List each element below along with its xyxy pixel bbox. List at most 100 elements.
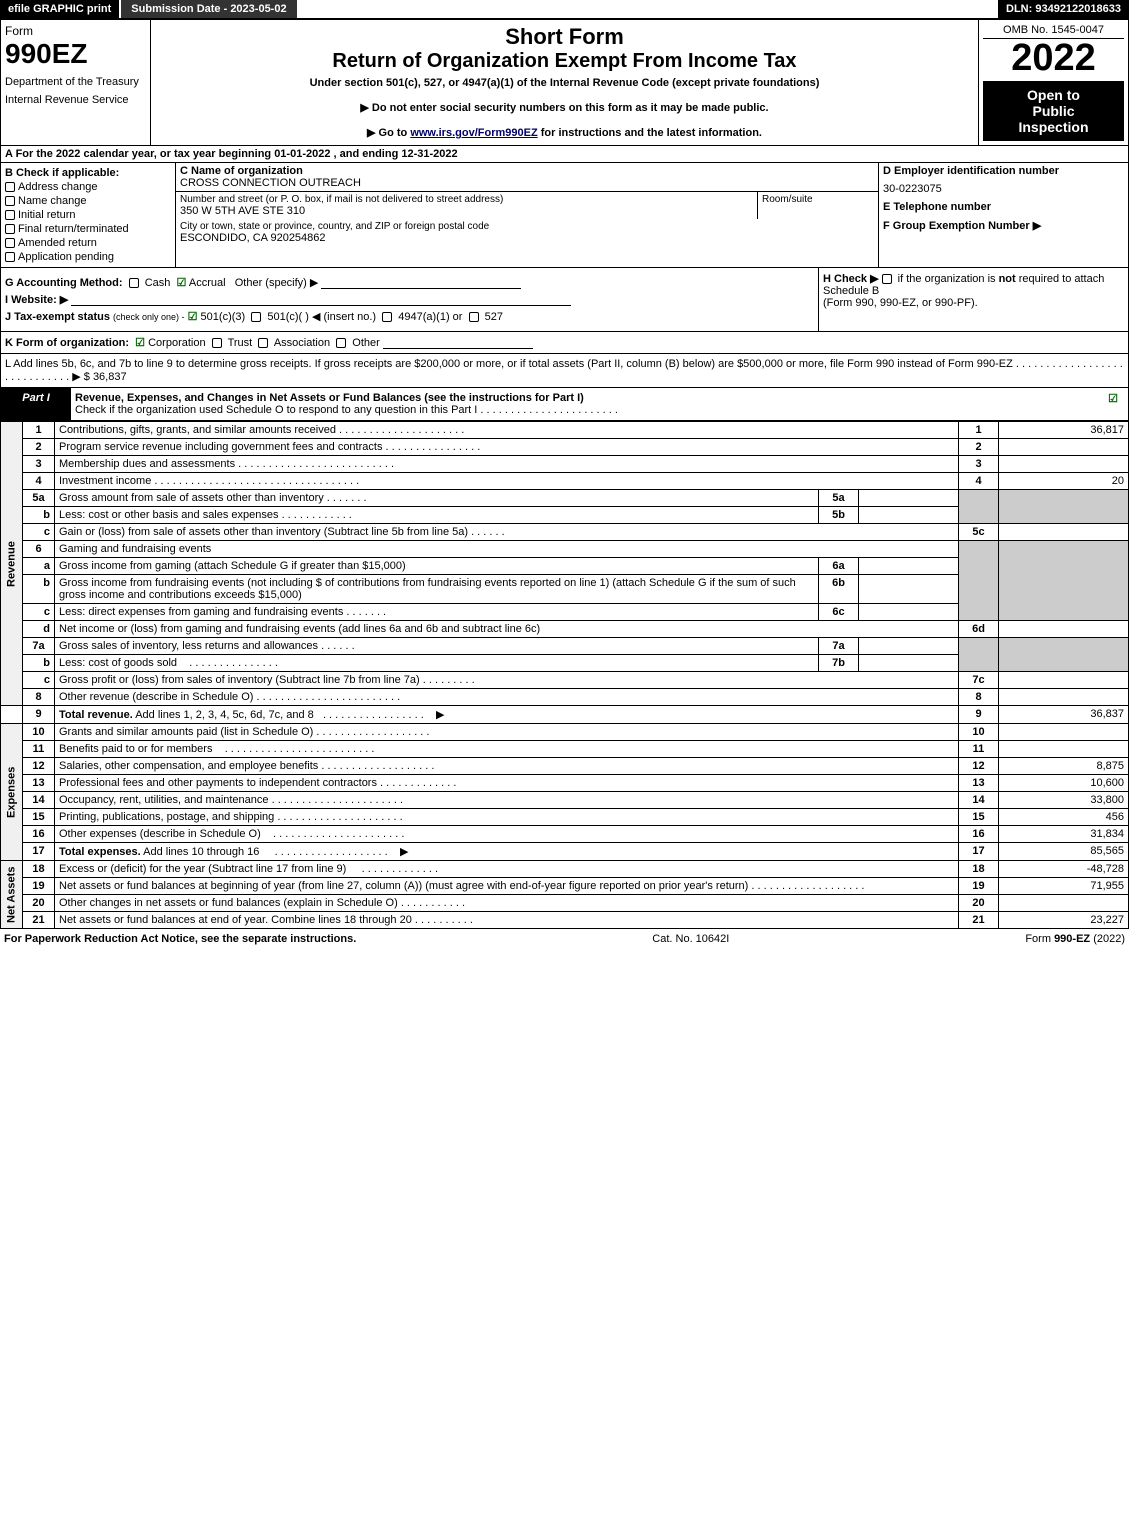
- row-k-form-org: K Form of organization: ☑ Corporation Tr…: [0, 332, 1129, 354]
- room-label: Room/suite: [762, 194, 874, 205]
- line-7c: c Gross profit or (loss) from sales of i…: [1, 672, 1129, 689]
- expenses-side-label: Expenses: [1, 724, 23, 861]
- checkbox-icon[interactable]: [5, 224, 15, 234]
- c-name-label: C Name of organization: [180, 165, 874, 177]
- l-amount: 36,837: [93, 371, 127, 383]
- part-1-tab: Part I: [1, 388, 71, 420]
- k-corp: Corporation: [148, 337, 205, 349]
- line-5a: 5a Gross amount from sale of assets othe…: [1, 490, 1129, 507]
- l7b-num: b: [23, 655, 55, 672]
- j-4947: 4947(a)(1) or: [398, 311, 462, 323]
- l11-val: [999, 741, 1129, 758]
- l6b-boxv: [859, 575, 959, 604]
- l19-coln: 19: [959, 878, 999, 895]
- l7a-boxv: [859, 638, 959, 655]
- open-public-badge: Open to Public Inspection: [983, 81, 1124, 141]
- l6d-val: [999, 621, 1129, 638]
- l6-desc: Gaming and fundraising events: [55, 541, 959, 558]
- footer-right-post: (2022): [1090, 933, 1125, 945]
- l-text: L Add lines 5b, 6c, and 7b to line 9 to …: [5, 358, 1123, 383]
- checkbox-icon[interactable]: [5, 182, 15, 192]
- department-label: Department of the Treasury: [5, 76, 146, 88]
- l6d-coln: 6d: [959, 621, 999, 638]
- l12-val: 8,875: [999, 758, 1129, 775]
- footer-left: For Paperwork Reduction Act Notice, see …: [4, 933, 356, 945]
- checkbox-icon[interactable]: [5, 196, 15, 206]
- l6a-num: a: [23, 558, 55, 575]
- header-center: Short Form Return of Organization Exempt…: [151, 20, 978, 145]
- checkbox-icon[interactable]: [5, 238, 15, 248]
- line-20: 20 Other changes in net assets or fund b…: [1, 895, 1129, 912]
- l9-num: 9: [23, 706, 55, 724]
- l20-coln: 20: [959, 895, 999, 912]
- l5b-num: b: [23, 507, 55, 524]
- checkbox-icon[interactable]: [469, 312, 479, 322]
- footer-right-bold: 990-EZ: [1054, 933, 1090, 945]
- i-label: I Website: ▶: [5, 294, 68, 306]
- l3-val: [999, 456, 1129, 473]
- l17-desc: Total expenses. Add lines 10 through 16 …: [55, 843, 959, 861]
- cash-label: Cash: [145, 277, 171, 289]
- section-b-c-d: B Check if applicable: Address change Na…: [0, 163, 1129, 268]
- line-4: 4 Investment income . . . . . . . . . . …: [1, 473, 1129, 490]
- l18-coln: 18: [959, 861, 999, 878]
- website-row: I Website: ▶: [5, 293, 814, 306]
- part-1-header: Part I Revenue, Expenses, and Changes in…: [0, 388, 1129, 421]
- part-1-table: Revenue 1 Contributions, gifts, grants, …: [0, 421, 1129, 929]
- checkbox-icon[interactable]: [5, 252, 15, 262]
- ein-value: 30-0223075: [883, 183, 1124, 195]
- checked-icon: ☑: [1108, 393, 1118, 405]
- checkbox-icon[interactable]: [129, 278, 139, 288]
- checkbox-icon[interactable]: [382, 312, 392, 322]
- chk-name-change: Name change: [5, 195, 171, 207]
- l5a-boxv: [859, 490, 959, 507]
- checkbox-icon[interactable]: [882, 274, 892, 284]
- street-cell: Number and street (or P. O. box, if mail…: [176, 192, 758, 219]
- l11-coln: 11: [959, 741, 999, 758]
- l14-num: 14: [23, 792, 55, 809]
- checkbox-icon[interactable]: [251, 312, 261, 322]
- arrow-icon: ▶: [436, 709, 444, 721]
- l3-num: 3: [23, 456, 55, 473]
- f-label: F Group Exemption Number ▶: [883, 219, 1124, 232]
- l9-desc: Total revenue. Add lines 1, 2, 3, 4, 5c,…: [55, 706, 959, 724]
- line-6d: d Net income or (loss) from gaming and f…: [1, 621, 1129, 638]
- line-7a: 7a Gross sales of inventory, less return…: [1, 638, 1129, 655]
- line-3: 3 Membership dues and assessments . . . …: [1, 456, 1129, 473]
- l2-coln: 2: [959, 439, 999, 456]
- l7c-coln: 7c: [959, 672, 999, 689]
- line-17: 17 Total expenses. Add lines 10 through …: [1, 843, 1129, 861]
- l1-desc: Contributions, gifts, grants, and simila…: [55, 422, 959, 439]
- checkbox-icon[interactable]: [336, 338, 346, 348]
- line-9: 9 Total revenue. Add lines 1, 2, 3, 4, 5…: [1, 706, 1129, 724]
- checkbox-icon[interactable]: [212, 338, 222, 348]
- chk-final-return: Final return/terminated: [5, 223, 171, 235]
- checked-icon: ☑: [135, 337, 145, 349]
- tax-year: 2022: [983, 39, 1124, 77]
- checkbox-icon[interactable]: [5, 210, 15, 220]
- subtitle: Under section 501(c), 527, or 4947(a)(1)…: [155, 77, 974, 89]
- spacer: [1, 706, 23, 724]
- l20-num: 20: [23, 895, 55, 912]
- accounting-method-row: G Accounting Method: Cash ☑ Accrual Othe…: [5, 276, 814, 289]
- form-number: 990EZ: [5, 38, 146, 70]
- l21-coln: 21: [959, 912, 999, 929]
- chk-address-change: Address change: [5, 181, 171, 193]
- checked-icon: ☑: [188, 311, 198, 323]
- l2-val: [999, 439, 1129, 456]
- irs-link[interactable]: www.irs.gov/Form990EZ: [410, 127, 537, 139]
- l19-desc: Net assets or fund balances at beginning…: [55, 878, 959, 895]
- l7b-boxv: [859, 655, 959, 672]
- netassets-side-label: Net Assets: [1, 861, 23, 929]
- l7b-box: 7b: [819, 655, 859, 672]
- l7a-desc: Gross sales of inventory, less returns a…: [55, 638, 819, 655]
- l12-coln: 12: [959, 758, 999, 775]
- shaded-cell: [959, 541, 999, 621]
- shaded-cell: [959, 490, 999, 524]
- open-to: Open to: [989, 87, 1118, 103]
- line-15: 15 Printing, publications, postage, and …: [1, 809, 1129, 826]
- l16-val: 31,834: [999, 826, 1129, 843]
- l15-desc: Printing, publications, postage, and shi…: [55, 809, 959, 826]
- l5c-coln: 5c: [959, 524, 999, 541]
- checkbox-icon[interactable]: [258, 338, 268, 348]
